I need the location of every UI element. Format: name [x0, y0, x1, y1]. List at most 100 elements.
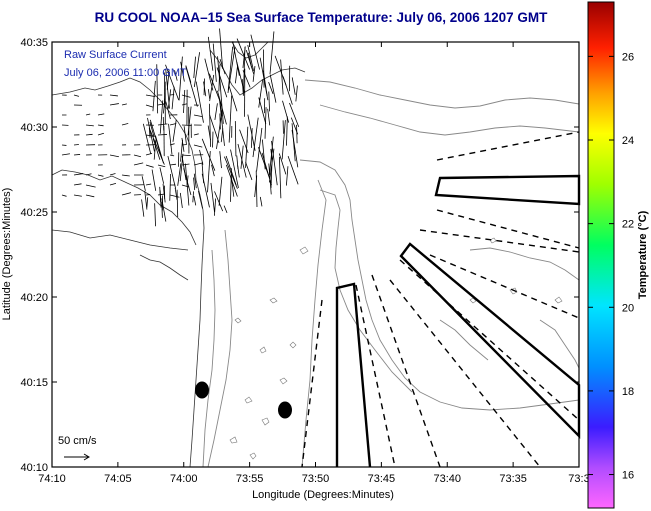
current-vector: [193, 114, 203, 118]
current-vector: [193, 173, 197, 189]
current-vector: [193, 195, 197, 206]
current-vector: [176, 189, 179, 217]
current-vector: [225, 164, 238, 197]
current-vector: [169, 194, 180, 198]
current-vector: [193, 177, 196, 191]
current-vector: [169, 154, 175, 157]
current-vector: [204, 58, 214, 91]
current-vector: [145, 183, 152, 186]
y-tick-label: 40:15: [20, 377, 48, 389]
current-vector: [219, 99, 223, 117]
y-axis-label: Latitude (Degrees:Minutes): [1, 188, 13, 321]
x-axis-label: Longitude (Degrees:Minutes): [252, 489, 394, 501]
current-vector: [109, 173, 116, 176]
current-vector: [209, 74, 215, 102]
colorbar-label: Temperature (°C): [637, 210, 649, 299]
current-vector: [236, 61, 245, 93]
current-vector: [185, 65, 192, 83]
current-vector: [296, 124, 298, 144]
current-vector: [269, 31, 275, 75]
current-vector: [254, 175, 258, 198]
figure-title: RU COOL NOAA–15 Sea Surface Temperature:…: [95, 10, 548, 25]
current-vector: [152, 80, 156, 112]
colorbar-tick-label: 18: [622, 386, 634, 398]
current-vector: [145, 104, 154, 108]
current-vector: [171, 86, 175, 110]
scale-arrow: [64, 453, 90, 461]
current-vector: [146, 197, 149, 208]
y-axis: 40:35 40:30 40:25 40:20 40:15 40:10: [20, 37, 579, 474]
current-vector: [144, 190, 148, 210]
current-vector: [281, 120, 286, 160]
current-vector: [207, 89, 211, 99]
current-vector: [157, 193, 165, 196]
current-vector: [180, 61, 185, 82]
current-vector: [61, 194, 67, 197]
current-vector: [212, 43, 217, 82]
current-vector: [61, 153, 70, 156]
surface-current-vectors: [61, 28, 300, 227]
current-vector: [167, 155, 177, 189]
map-panel: Raw Surface Current July 06, 2006 11:00 …: [51, 28, 581, 468]
current-vector: [258, 79, 264, 108]
current-vector: [73, 173, 84, 176]
current-vector: [156, 64, 159, 114]
current-vector: [220, 128, 224, 143]
current-vector: [214, 103, 218, 120]
current-vector: [214, 198, 217, 216]
current-vector: [121, 174, 130, 177]
current-vector: [159, 100, 164, 134]
current-vector: [168, 123, 173, 155]
current-vector: [282, 100, 290, 123]
current-vector: [165, 101, 171, 120]
current-vector: [261, 139, 266, 170]
station-marker: [195, 381, 209, 399]
current-vector: [291, 129, 299, 168]
current-vector: [210, 182, 215, 213]
current-vector: [155, 135, 164, 164]
x-axis: 74:10 74:05 74:00 73:55 73:50 73:45 73:40 73:35…: [38, 42, 590, 485]
current-vector: [109, 94, 118, 97]
current-vector: [141, 199, 145, 217]
current-vector: [242, 46, 246, 95]
current-vector: [289, 102, 300, 128]
x-tick-label: 73:3: [568, 473, 589, 485]
current-vector: [262, 49, 265, 88]
current-vector: [154, 203, 156, 227]
current-vector: [201, 138, 216, 171]
current-vector: [85, 113, 91, 116]
current-vector: [153, 139, 157, 160]
current-vector: [183, 168, 192, 196]
current-vector: [141, 176, 146, 191]
current-vector: [192, 191, 194, 203]
current-vector: [85, 133, 93, 136]
current-vector: [181, 94, 191, 98]
current-vector: [109, 154, 119, 158]
current-vector: [267, 108, 271, 126]
current-vector: [159, 190, 162, 208]
current-vector: [149, 122, 155, 137]
current-vector: [145, 134, 155, 137]
current-vector: [203, 81, 207, 97]
current-vector: [109, 103, 119, 106]
current-vector: [245, 126, 249, 168]
current-vector: [232, 41, 240, 76]
current-vector: [193, 144, 203, 148]
current-vector: [216, 67, 228, 98]
overlay-timestamp: July 06, 2006 11:00 GMT: [64, 67, 187, 79]
current-vector: [218, 64, 221, 92]
current-vector: [193, 162, 204, 166]
current-vector: [208, 103, 211, 147]
current-vector: [121, 192, 132, 196]
current-vector: [278, 153, 287, 175]
current-vector: [142, 123, 152, 155]
current-vector: [162, 183, 166, 203]
current-vector: [280, 59, 284, 95]
current-vector: [199, 149, 204, 165]
current-vector: [97, 174, 104, 177]
x-tick-label: 73:50: [302, 473, 330, 485]
current-vector: [179, 192, 183, 208]
current-vector: [97, 132, 105, 136]
current-vector: [181, 156, 187, 181]
current-vector: [228, 95, 233, 143]
